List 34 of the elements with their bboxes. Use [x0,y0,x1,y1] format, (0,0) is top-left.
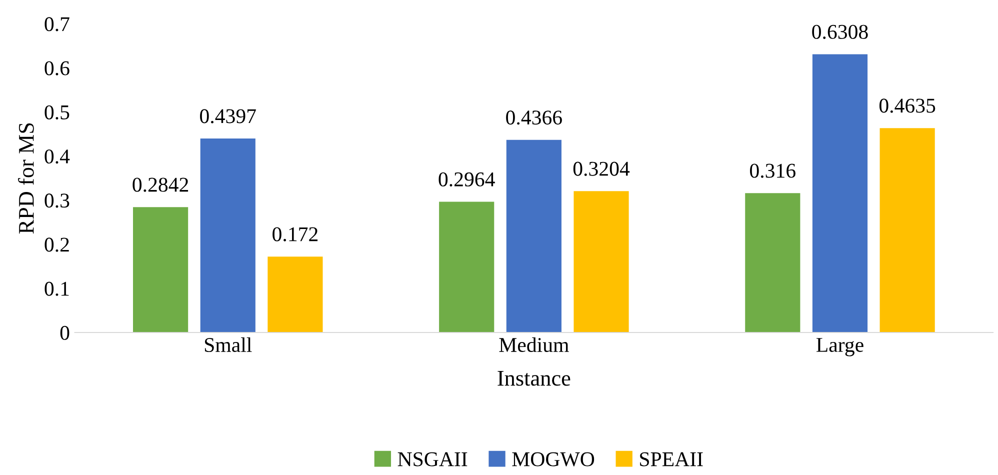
data-label: 0.316 [750,164,796,178]
bar [133,207,188,332]
legend-label: MOGWO [512,452,594,466]
bar [439,202,494,332]
data-label: 0.4366 [506,110,562,125]
y-tick-label: 0.6 [44,61,70,76]
data-label: 0.2842 [132,178,188,192]
legend-label: SPEAII [640,452,703,466]
bar [200,138,256,332]
data-label: 0.2964 [438,172,495,187]
bar [268,256,323,332]
legend-label: NSGAII [398,452,468,466]
y-tick-label: 0.3 [44,194,70,208]
data-label: 0.3204 [573,162,630,176]
bar [506,140,562,332]
data-label: 0.6308 [812,24,868,40]
x-tick-label: Medium [499,337,569,352]
x-axis-title: Instance [498,371,570,386]
y-tick-label: 0.4 [44,149,70,164]
data-label: 0.172 [272,227,318,242]
y-tick-label: 0.7 [44,17,70,32]
data-label: 0.4397 [200,109,256,124]
bar [812,54,868,332]
bar [574,191,629,332]
bar [745,193,800,332]
y-tick-label: 0.2 [44,238,69,252]
y-axis-title: RPD for MS [18,123,34,234]
y-tick-label: 0.1 [44,282,69,296]
x-tick-label: Large [816,338,864,356]
x-tick-label: Small [204,337,252,352]
data-label: 0.4635 [879,98,936,113]
y-tick-label: 0 [60,326,70,340]
y-tick-label: 0.5 [44,105,70,120]
bar [880,128,935,332]
